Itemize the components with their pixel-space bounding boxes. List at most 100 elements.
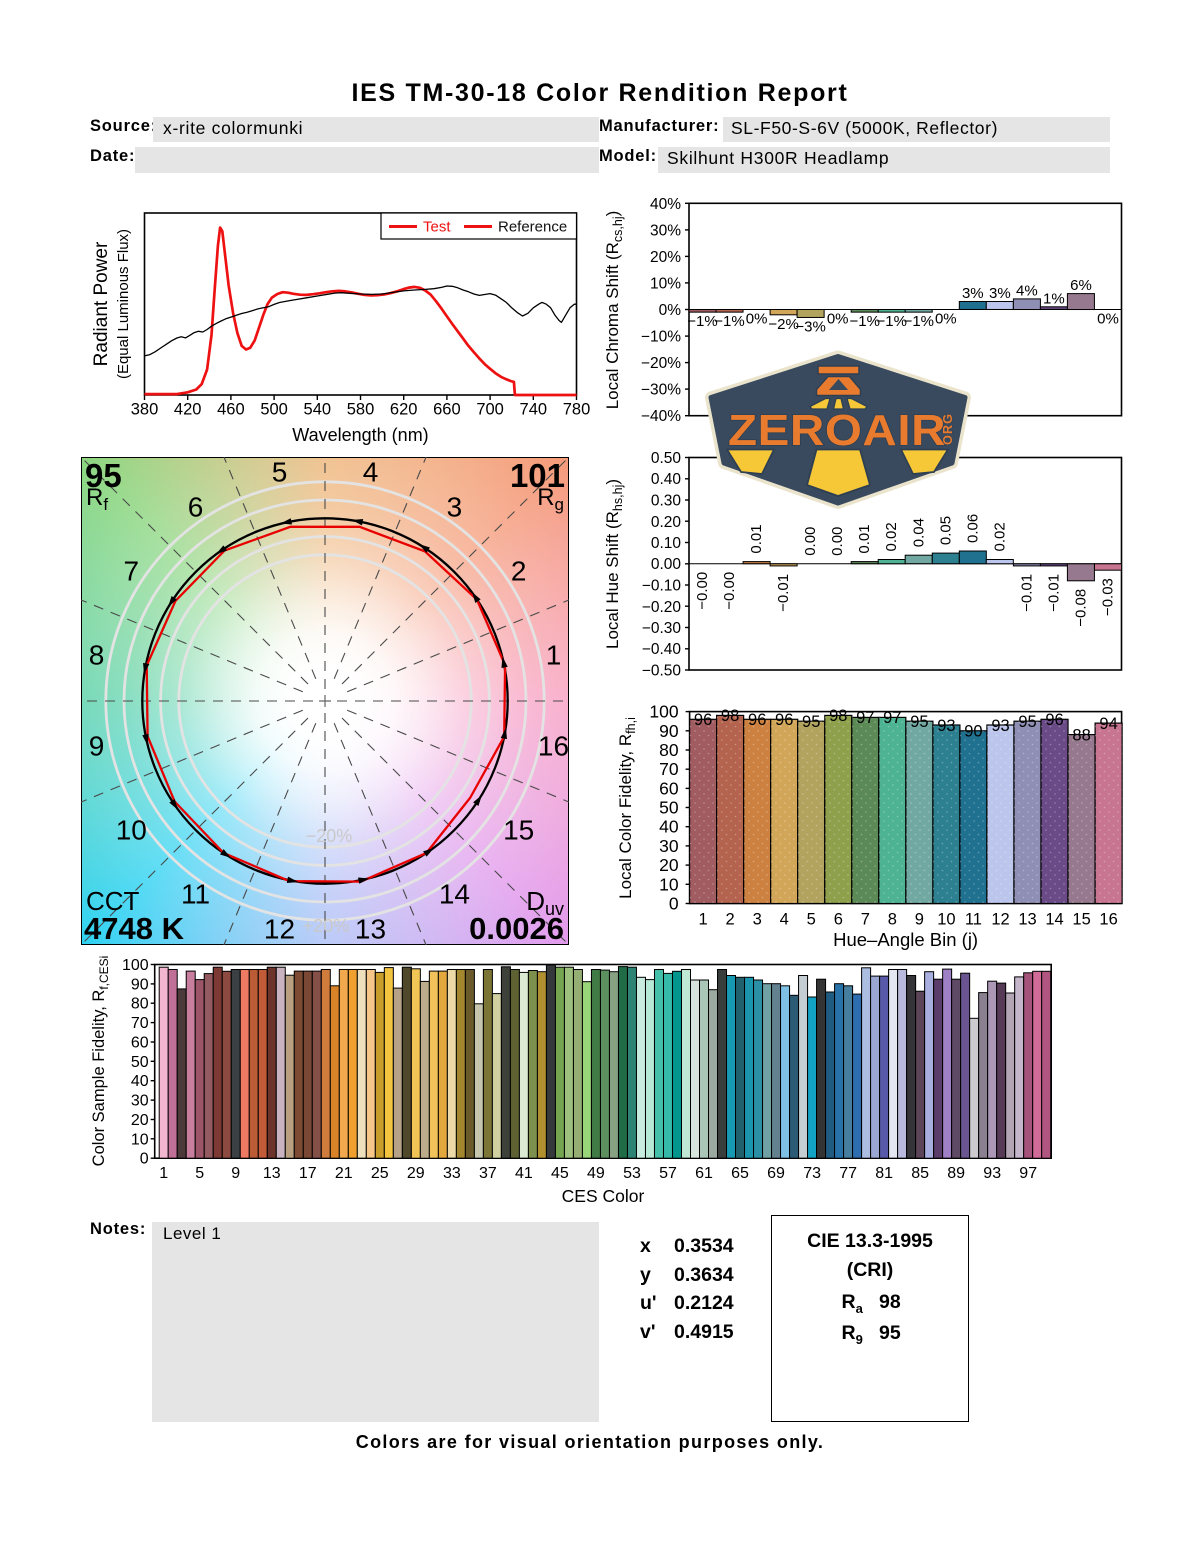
svg-text:CES Color: CES Color [562, 1186, 645, 1206]
svg-text:3: 3 [753, 911, 762, 929]
svg-text:41: 41 [515, 1165, 533, 1182]
svg-text:95: 95 [1018, 713, 1036, 731]
svg-text:9: 9 [915, 911, 924, 929]
svg-text:98: 98 [829, 707, 847, 725]
svg-text:0.04: 0.04 [910, 518, 927, 547]
svg-text:Color Sample Fidelity, Rf,CESi: Color Sample Fidelity, Rf,CESi [90, 956, 111, 1167]
svg-text:16: 16 [1099, 911, 1117, 929]
svg-text:25: 25 [371, 1165, 389, 1182]
svg-text:93: 93 [991, 717, 1009, 735]
svg-text:0%: 0% [935, 311, 957, 328]
svg-text:93: 93 [937, 717, 955, 735]
svg-text:−1%: −1% [687, 313, 717, 330]
svg-text:60: 60 [131, 1035, 149, 1052]
svg-text:ZEROAIR: ZEROAIR [728, 406, 946, 455]
svg-text:0.00: 0.00 [802, 527, 819, 556]
svg-text:580: 580 [347, 401, 375, 419]
svg-text:97: 97 [883, 709, 901, 727]
svg-text:90: 90 [659, 721, 679, 741]
svg-text:0.50: 0.50 [651, 450, 682, 467]
svg-text:17: 17 [299, 1165, 317, 1182]
svg-text:700: 700 [476, 401, 504, 419]
svg-text:ORG: ORG [940, 413, 955, 445]
svg-text:5: 5 [195, 1165, 204, 1182]
svg-text:14: 14 [1045, 911, 1063, 929]
svg-text:10%: 10% [650, 275, 681, 292]
svg-text:45: 45 [551, 1165, 569, 1182]
svg-text:0: 0 [669, 894, 679, 914]
svg-text:−0.00: −0.00 [721, 572, 738, 610]
svg-text:6: 6 [188, 491, 204, 522]
svg-text:9: 9 [89, 731, 105, 762]
svg-text:11: 11 [965, 911, 982, 929]
svg-text:100: 100 [122, 957, 149, 974]
svg-text:0.0026: 0.0026 [469, 911, 564, 946]
svg-text:−0.03: −0.03 [1100, 578, 1117, 616]
svg-text:77: 77 [839, 1165, 857, 1182]
svg-text:89: 89 [947, 1165, 965, 1182]
svg-text:10: 10 [116, 814, 147, 845]
svg-text:4%: 4% [1016, 282, 1038, 299]
svg-text:13: 13 [355, 914, 386, 945]
svg-text:780: 780 [563, 401, 591, 419]
svg-text:7: 7 [861, 911, 870, 929]
svg-text:40%: 40% [650, 196, 681, 213]
svg-text:0.40: 0.40 [651, 471, 682, 488]
svg-text:−1%: −1% [849, 313, 879, 330]
svg-text:−1%: −1% [876, 313, 906, 330]
svg-text:13: 13 [1018, 911, 1036, 929]
svg-text:Wavelength (nm): Wavelength (nm) [292, 425, 428, 445]
svg-text:88: 88 [1072, 726, 1090, 744]
svg-text:0.06: 0.06 [964, 514, 981, 543]
svg-text:Radiant Power: Radiant Power [91, 241, 112, 366]
svg-text:4748 K: 4748 K [84, 911, 185, 946]
svg-text:53: 53 [623, 1165, 641, 1182]
svg-text:98: 98 [721, 707, 739, 725]
svg-text:+20%: +20% [303, 916, 350, 936]
svg-text:−1%: −1% [714, 313, 744, 330]
svg-text:60: 60 [659, 778, 679, 798]
svg-text:94: 94 [1099, 715, 1117, 733]
svg-text:6%: 6% [1070, 277, 1092, 294]
svg-text:−10%: −10% [641, 329, 681, 346]
svg-text:15: 15 [503, 814, 534, 845]
svg-text:29: 29 [407, 1165, 425, 1182]
svg-text:Local Hue Shift (Rhs,hj): Local Hue Shift (Rhs,hj) [603, 479, 625, 649]
svg-text:97: 97 [856, 709, 874, 727]
svg-text:Reference: Reference [498, 219, 567, 236]
svg-text:−30%: −30% [641, 382, 681, 399]
svg-text:−20%: −20% [306, 826, 353, 846]
svg-text:37: 37 [479, 1165, 497, 1182]
svg-text:2: 2 [726, 911, 735, 929]
svg-text:0.01: 0.01 [748, 524, 765, 553]
svg-text:−0.01: −0.01 [1018, 574, 1035, 612]
svg-text:30%: 30% [650, 222, 681, 239]
svg-text:70: 70 [131, 1015, 149, 1032]
svg-text:96: 96 [775, 711, 793, 729]
svg-text:20%: 20% [650, 249, 681, 266]
svg-text:0%: 0% [746, 311, 768, 328]
svg-text:73: 73 [803, 1165, 821, 1182]
svg-text:96: 96 [748, 711, 766, 729]
svg-text:12: 12 [264, 914, 295, 945]
svg-text:−0.10: −0.10 [642, 578, 682, 595]
svg-text:8: 8 [89, 640, 105, 671]
svg-text:97: 97 [1019, 1165, 1037, 1182]
svg-text:0.00: 0.00 [829, 527, 846, 556]
svg-text:0.00: 0.00 [651, 556, 682, 573]
svg-text:80: 80 [131, 996, 149, 1013]
svg-text:380: 380 [131, 401, 159, 419]
svg-text:Local Chroma Shift (Rcs,hj): Local Chroma Shift (Rcs,hj) [603, 211, 625, 410]
svg-text:65: 65 [731, 1165, 749, 1182]
svg-text:−20%: −20% [641, 355, 681, 372]
svg-text:1%: 1% [1043, 290, 1065, 307]
svg-text:−1%: −1% [904, 313, 934, 330]
svg-text:Test: Test [423, 219, 451, 236]
svg-text:0.02: 0.02 [883, 522, 900, 551]
svg-text:14: 14 [439, 879, 470, 910]
svg-text:1: 1 [699, 911, 708, 929]
svg-text:Rf: Rf [86, 484, 108, 514]
svg-text:40: 40 [131, 1073, 149, 1090]
svg-text:−0.01: −0.01 [1045, 574, 1062, 612]
svg-text:4: 4 [780, 911, 789, 929]
